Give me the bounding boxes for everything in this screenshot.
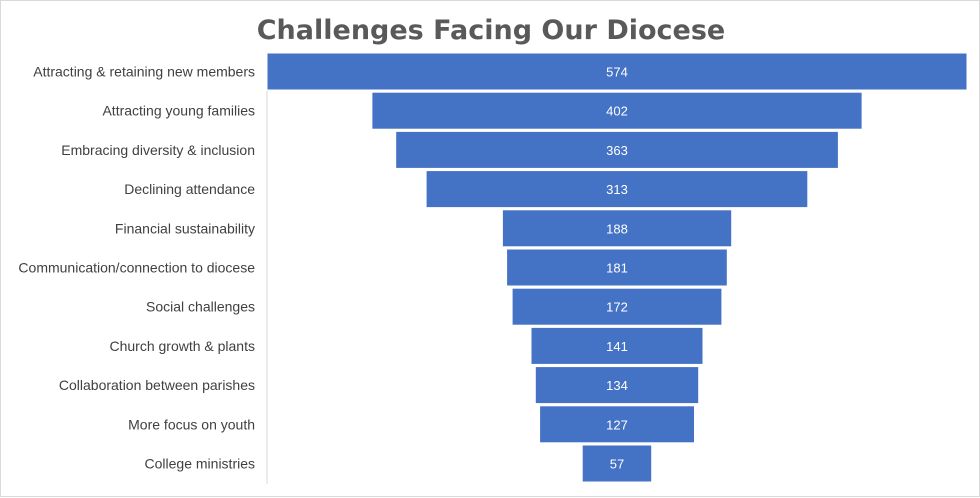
funnel-bar [425,170,809,209]
bar-value-label: 402 [606,104,628,119]
funnel-bar [581,444,653,483]
funnel-bar [511,287,723,326]
category-label: College ministries [145,456,255,472]
bar-value-label: 574 [606,65,628,80]
funnel-bar [506,248,728,287]
funnel-bar [395,130,839,169]
bar-value-label: 134 [606,378,628,393]
bar-value-label: 57 [610,457,624,472]
funnel-bar [371,91,863,130]
bar-value-label: 181 [606,261,628,276]
chart-title: Challenges Facing Our Diocese [257,15,726,46]
category-label: More focus on youth [128,416,255,432]
bar-value-label: 313 [606,182,628,197]
data-labels: 574 402 363 313 188 181 172 141 134 127 57 [606,65,628,472]
category-label: Communication/connection to diocese [18,260,255,276]
category-label: Financial sustainability [115,220,255,236]
bar-value-label: 188 [606,221,628,236]
category-label: Attracting young families [102,103,255,119]
category-label: Declining attendance [124,181,255,197]
funnel-bar [530,326,704,365]
funnel-bars [266,52,968,483]
category-label: Collaboration between parishes [59,377,255,393]
category-labels: Attracting & retaining new members Attrac… [18,64,255,472]
category-label: Church growth & plants [109,338,255,354]
bar-value-label: 141 [606,339,628,354]
funnel-bar [266,52,968,91]
funnel-bar [534,366,700,405]
category-label: Social challenges [146,299,255,315]
funnel-bar [539,405,695,444]
category-label: Attracting & retaining new members [33,64,255,80]
bar-value-label: 127 [606,417,628,432]
category-label: Embracing diversity & inclusion [61,142,255,158]
bar-value-label: 363 [606,143,628,158]
funnel-bar [501,209,733,248]
bar-value-label: 172 [606,300,628,315]
